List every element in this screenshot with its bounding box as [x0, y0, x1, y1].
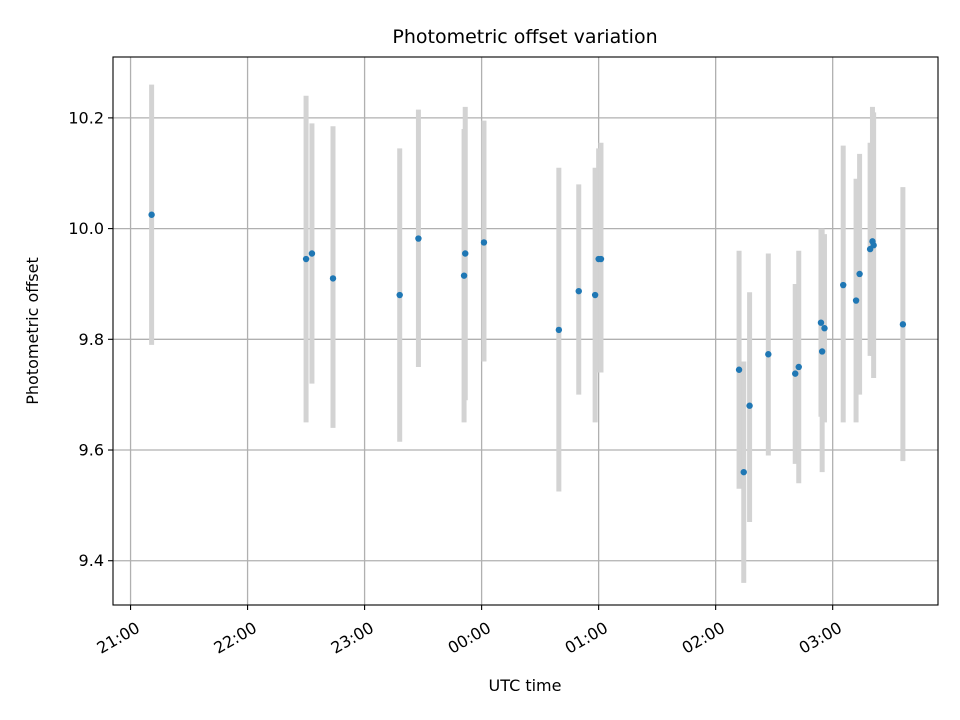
data-point — [746, 402, 753, 409]
data-point — [555, 326, 563, 334]
data-point — [765, 351, 772, 358]
data-point — [840, 281, 847, 289]
data-point — [575, 287, 582, 295]
x-axis-label: UTC time — [489, 676, 562, 695]
data-point — [396, 291, 403, 299]
data-point — [899, 321, 907, 328]
data-point — [597, 255, 605, 263]
data-point — [870, 242, 877, 249]
plot-area — [113, 57, 938, 605]
data-point — [852, 297, 860, 304]
data-point — [480, 239, 488, 246]
data-point — [856, 270, 863, 278]
data-point — [817, 319, 825, 326]
data-point — [308, 250, 316, 257]
data-point — [329, 275, 337, 282]
y-tick-label: 9.6 — [79, 441, 104, 460]
y-tick-label: 9.4 — [79, 551, 104, 570]
data-point — [792, 370, 799, 377]
data-point — [148, 211, 155, 218]
data-points — [148, 211, 907, 476]
y-tick-label: 9.8 — [79, 330, 104, 349]
y-tick-label: 10.0 — [68, 219, 104, 238]
data-point — [415, 235, 422, 242]
data-point — [821, 325, 828, 332]
data-point — [740, 468, 747, 476]
data-point — [795, 363, 802, 371]
plot-frame — [112, 56, 939, 606]
data-point — [460, 272, 468, 279]
y-tick-label: 10.2 — [68, 108, 104, 127]
data-point — [591, 291, 599, 299]
data-point — [818, 348, 826, 355]
y-axis-label: Photometric offset — [23, 257, 42, 405]
y-axis-ticks: 9.4 9.6 9.8 10.0 10.2 — [68, 108, 113, 570]
data-point — [462, 250, 469, 257]
data-point — [302, 255, 310, 263]
data-point — [735, 366, 743, 373]
chart-title: Photometric offset variation — [392, 26, 657, 48]
